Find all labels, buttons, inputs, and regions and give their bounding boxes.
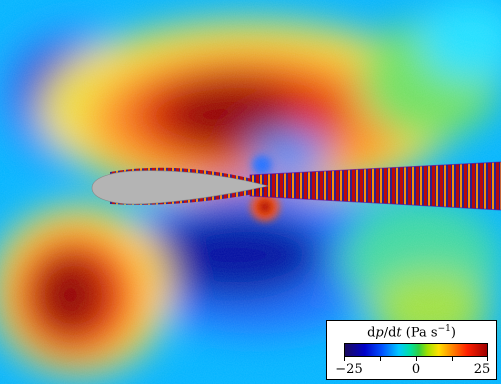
colorbar-label-min: −25 <box>335 362 363 377</box>
airfoil-shape <box>91 170 269 205</box>
colorbar-legend: dp/dt (Pa s−1) −25 0 25 <box>326 320 497 380</box>
colorbar-tick <box>344 357 345 361</box>
colorbar-tick <box>416 357 417 361</box>
colorbar-label-max: 25 <box>473 362 491 377</box>
colorbar-tick <box>380 357 381 361</box>
colorbar-tick <box>487 357 488 361</box>
colorbar-title: dp/dt (Pa s−1) <box>367 324 456 341</box>
colorbar-label-zero: 0 <box>411 362 421 377</box>
colorbar-gradient <box>344 343 488 357</box>
colorbar-tick <box>452 357 453 361</box>
